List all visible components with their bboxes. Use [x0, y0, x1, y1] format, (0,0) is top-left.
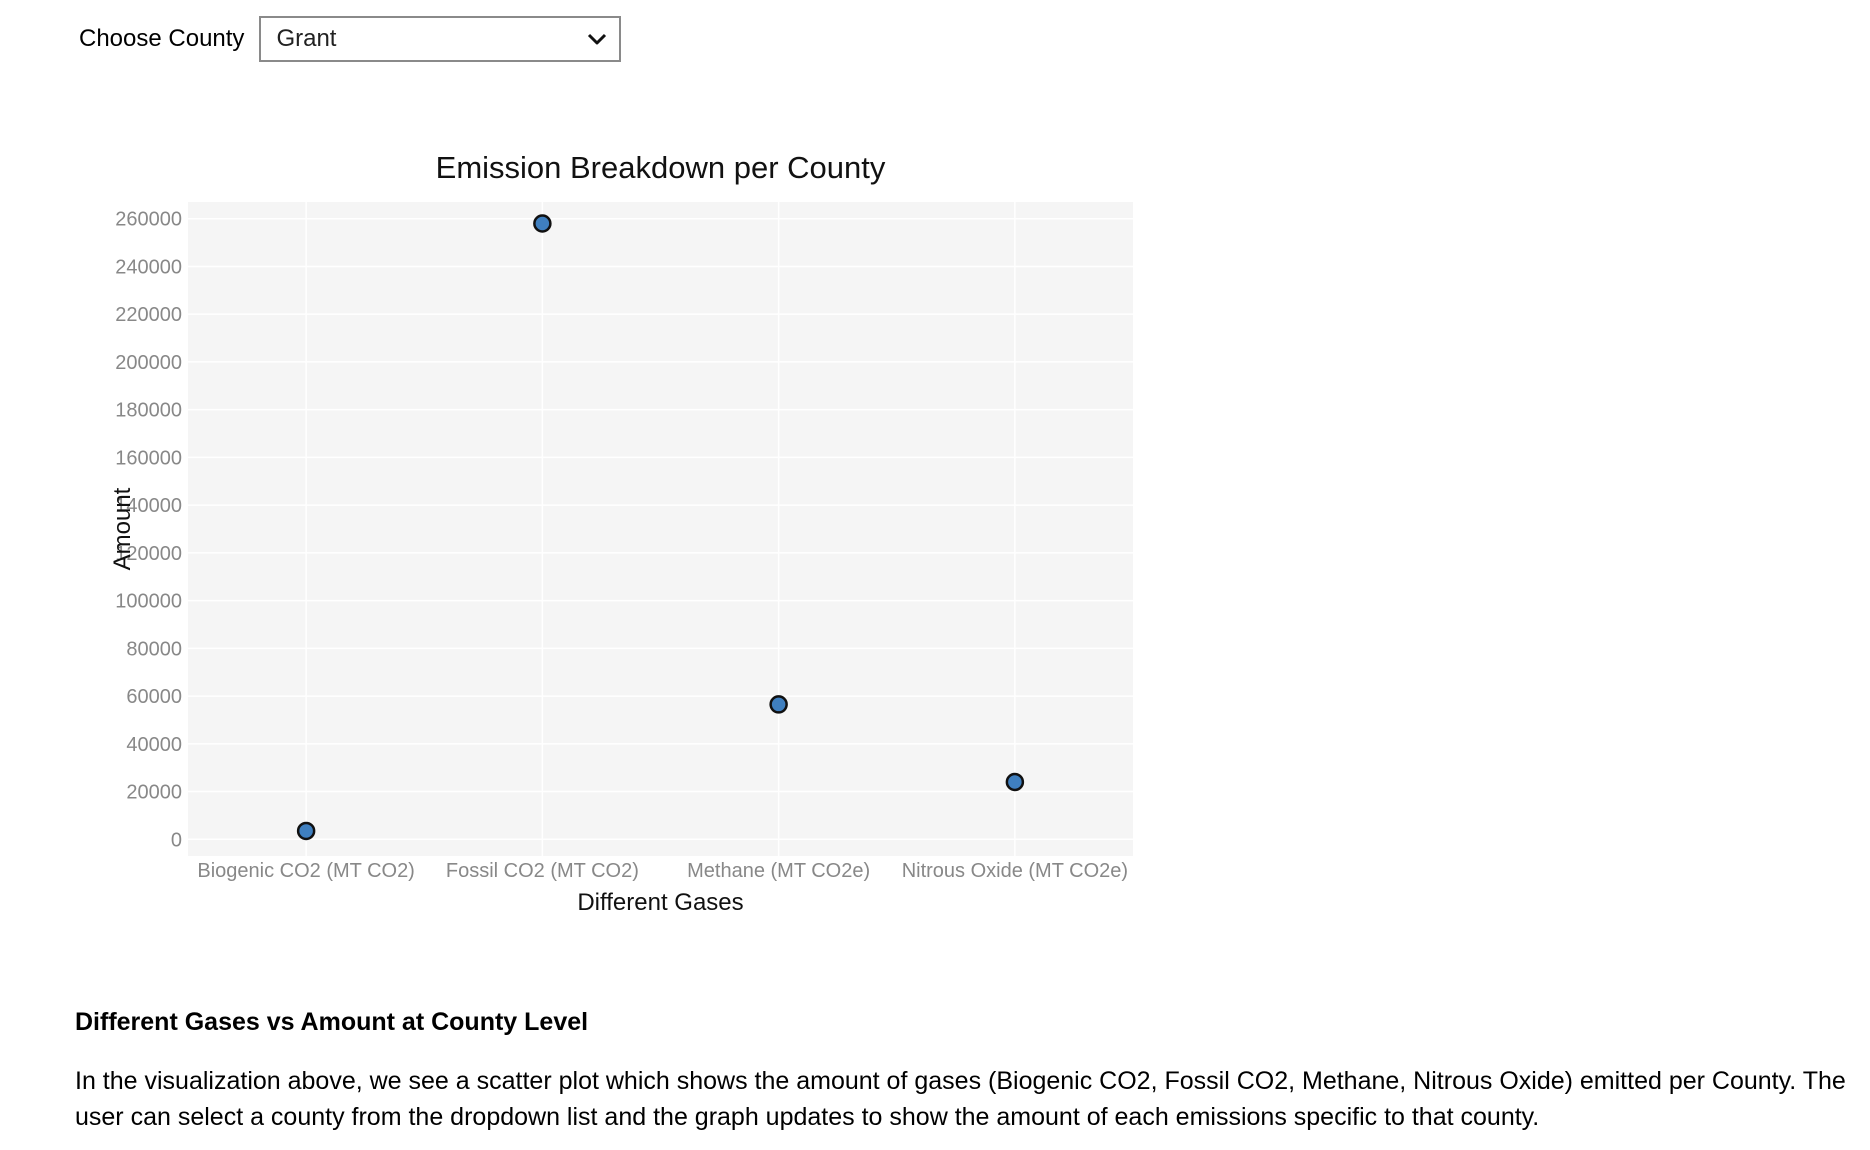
y-tick-label: 100000	[115, 591, 182, 613]
x-tick-label: Methane (MT CO2e)	[687, 860, 870, 882]
y-tick-label: 60000	[126, 686, 182, 708]
description-heading: Different Gases vs Amount at County Leve…	[75, 1008, 589, 1036]
x-tick-label: Nitrous Oxide (MT CO2e)	[902, 860, 1128, 882]
chart-title: Emission Breakdown per County	[436, 150, 886, 185]
county-label: Choose County	[79, 25, 245, 52]
data-point	[1005, 772, 1025, 792]
y-axis-label: Amount	[109, 487, 136, 570]
description-body: In the visualization above, we see a sca…	[75, 1067, 1846, 1131]
y-tick-label: 240000	[115, 256, 182, 278]
y-tick-label: 160000	[115, 447, 182, 469]
chevron-down-icon	[588, 33, 607, 45]
county-dropdown[interactable]: Grant	[259, 16, 622, 62]
y-axis-ticks: 0 20000 40000 60000 80000 100000 120000 140000 1…	[115, 209, 182, 852]
x-tick-label: Fossil CO2 (MT CO2)	[446, 860, 639, 882]
data-point	[533, 214, 552, 233]
data-point	[296, 821, 316, 841]
description-section: Different Gases vs Amount at County Leve…	[75, 1008, 1855, 1135]
y-tick-label: 20000	[126, 782, 182, 804]
y-tick-label: 200000	[115, 352, 182, 374]
y-tick-label: 120000	[115, 543, 182, 565]
emission-chart: 0 20000 40000 60000 80000 100000 120000 140000 1…	[0, 130, 1200, 930]
scatter-plot: 0 20000 40000 60000 80000 100000 120000 140000 1…	[109, 150, 1133, 916]
x-tick-label: Biogenic CO2 (MT CO2)	[197, 860, 414, 882]
y-tick-label: 0	[171, 829, 182, 851]
y-tick-label: 220000	[115, 304, 182, 326]
y-tick-label: 140000	[115, 495, 182, 517]
county-selector: Choose County Grant	[79, 14, 622, 64]
data-points	[296, 214, 1025, 841]
x-axis-label: Different Gases	[577, 889, 743, 916]
county-selected-value: Grant	[276, 25, 337, 52]
grid-lines	[188, 202, 1133, 856]
data-point	[769, 695, 788, 714]
y-tick-label: 40000	[126, 734, 182, 756]
x-axis-ticks: Biogenic CO2 (MT CO2) Fossil CO2 (MT CO2)…	[197, 860, 1128, 882]
plot-area	[188, 202, 1133, 856]
y-tick-label: 260000	[115, 209, 182, 231]
y-tick-label: 180000	[115, 400, 182, 422]
y-tick-label: 80000	[126, 638, 182, 660]
